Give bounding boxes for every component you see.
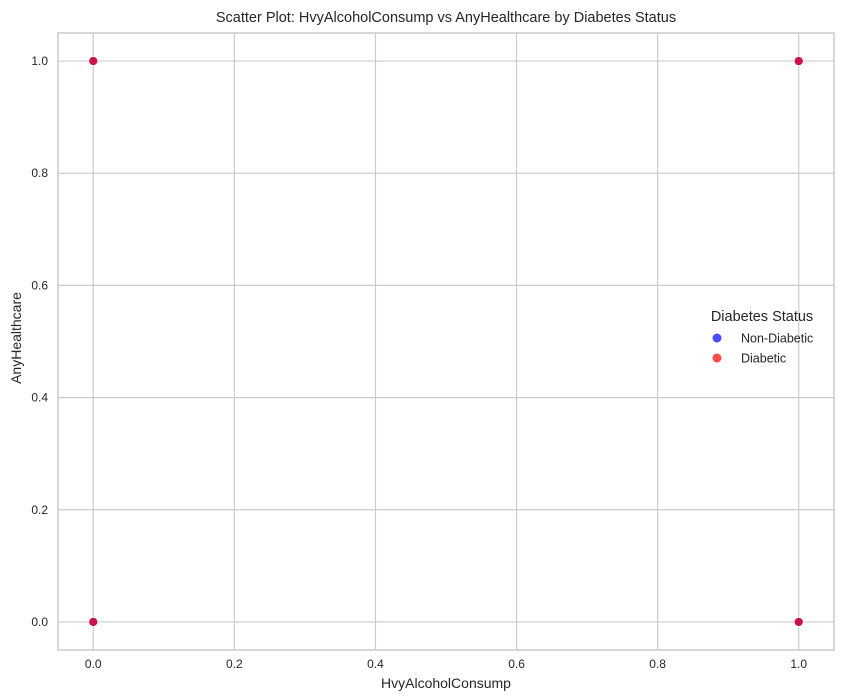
x-tick-label: 0.8	[649, 657, 666, 671]
point-diabetic	[793, 56, 804, 66]
y-tick-label: 0.6	[31, 278, 48, 292]
y-tick-label: 0.4	[31, 391, 48, 405]
legend-label-diabetic: Diabetic	[741, 352, 786, 366]
y-axis-label: AnyHealthcare	[8, 292, 24, 384]
x-axis-label: HvyAlcoholConsump	[381, 675, 511, 691]
grid-layer	[58, 33, 834, 650]
y-tick-label: 0.0	[31, 615, 48, 629]
legend-marker-non-diabetic	[712, 333, 722, 343]
data-points	[88, 56, 804, 627]
x-tick-label: 1.0	[790, 657, 807, 671]
chart-title: Scatter Plot: HvyAlcoholConsump vs AnyHe…	[216, 10, 676, 26]
tick-labels: 0.0 0.2 0.4 0.6 0.8 1.0 0.0 0.2 0.4 0.6 0.8 1.0	[31, 54, 807, 671]
point-diabetic	[793, 617, 804, 627]
x-tick-label: 0.0	[85, 657, 102, 671]
x-tick-label: 0.2	[226, 657, 243, 671]
x-tick-label: 0.6	[508, 657, 525, 671]
y-tick-label: 1.0	[31, 54, 48, 68]
legend-label-non-diabetic: Non-Diabetic	[741, 332, 813, 346]
point-diabetic	[88, 617, 99, 627]
x-tick-label: 0.4	[367, 657, 384, 671]
y-tick-label: 0.8	[31, 166, 48, 180]
point-diabetic	[88, 56, 99, 66]
legend: Diabetes Status Non-Diabetic Diabetic	[711, 309, 813, 366]
y-tick-label: 0.2	[31, 503, 48, 517]
legend-title: Diabetes Status	[711, 309, 813, 325]
legend-marker-diabetic	[712, 353, 722, 363]
plot-frame	[57, 32, 835, 651]
